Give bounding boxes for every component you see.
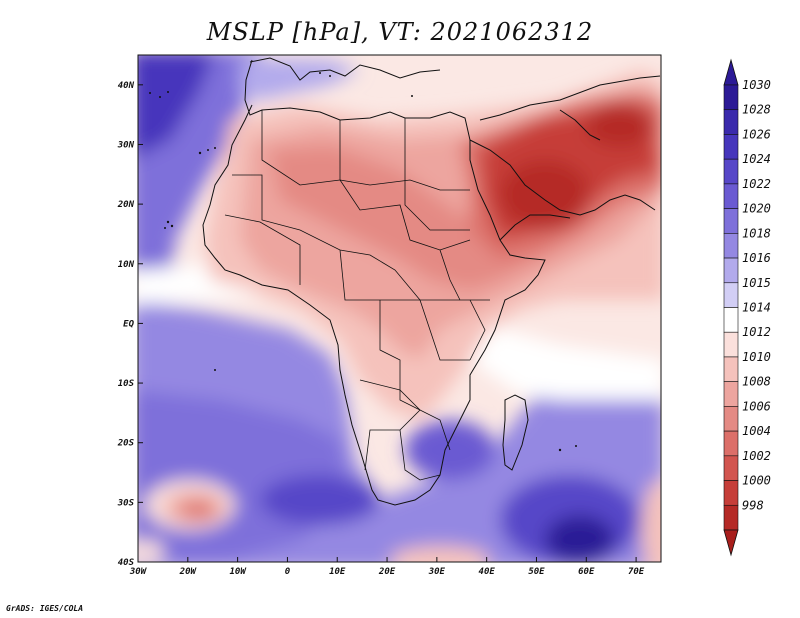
colorbar-swatch bbox=[723, 356, 739, 382]
y-tick-label: 10S bbox=[118, 379, 135, 389]
pressure-field bbox=[138, 55, 661, 562]
colorbar-label: 1002 bbox=[742, 449, 771, 463]
colorbar-swatch bbox=[723, 331, 739, 358]
x-tick-label: 60E bbox=[578, 567, 595, 577]
colorbar-swatch bbox=[723, 208, 739, 234]
colorbar-swatch bbox=[723, 480, 739, 506]
chart-title: MSLP [hPa], VT: 2021062312 bbox=[206, 18, 594, 46]
colorbar-label: 1026 bbox=[742, 127, 771, 141]
colorbar-label: 1008 bbox=[742, 375, 771, 389]
colorbar-label: 1028 bbox=[742, 103, 771, 117]
colorbar-label: 1006 bbox=[742, 399, 771, 413]
y-axis: 40N 30N 20N 10N EQ 10S 20S 30S 40S bbox=[117, 81, 143, 568]
islands bbox=[149, 72, 577, 452]
colorbar-bottom-arrow bbox=[723, 529, 739, 557]
x-tick-label: 10E bbox=[329, 567, 346, 577]
colorbar-top-arrow bbox=[723, 58, 739, 86]
x-tick-label: 30W bbox=[129, 567, 148, 577]
colorbar-label: 1030 bbox=[742, 78, 771, 92]
colorbar-label: 1016 bbox=[742, 251, 771, 265]
colorbar-swatch bbox=[723, 381, 739, 407]
coastline bbox=[202, 57, 661, 506]
colorbar-swatch bbox=[723, 307, 739, 333]
colorbar-swatch bbox=[723, 134, 739, 160]
y-tick-label: 40S bbox=[118, 558, 135, 568]
x-tick-label: 20E bbox=[378, 567, 396, 577]
colorbar-label: 1010 bbox=[742, 350, 771, 364]
y-tick-label: 30N bbox=[117, 140, 135, 150]
colorbar-swatch bbox=[723, 430, 739, 457]
y-tick-label: 20S bbox=[117, 439, 135, 449]
colorbar-label: 998 bbox=[742, 498, 764, 512]
colorbar-label: 1004 bbox=[742, 424, 771, 438]
colorbar-swatch bbox=[723, 282, 739, 308]
y-tick-label: 30S bbox=[117, 498, 135, 508]
x-tick-label: 20W bbox=[179, 567, 198, 577]
plot-frame bbox=[137, 54, 662, 563]
y-tick-label: 40N bbox=[118, 81, 135, 91]
colorbar-swatch bbox=[723, 504, 739, 531]
colorbar-swatch bbox=[723, 158, 739, 185]
country-borders bbox=[224, 110, 490, 481]
colorbar-label: 1024 bbox=[742, 152, 771, 166]
x-tick-label: 40E bbox=[479, 567, 496, 577]
x-tick-label: 0 bbox=[285, 567, 291, 577]
credit-text: GrADS: IGES/COLA bbox=[6, 604, 84, 613]
colorbar-label: 1000 bbox=[742, 474, 771, 488]
colorbar-swatch bbox=[723, 183, 739, 209]
colorbar-swatch bbox=[723, 109, 739, 135]
x-tick-label: 70E bbox=[628, 567, 645, 577]
x-tick-label: 10W bbox=[229, 567, 247, 577]
y-tick-label: 10N bbox=[118, 260, 135, 270]
y-tick-label: 20N bbox=[117, 200, 135, 210]
x-axis: 30W 20W 10W 0 10E 20E 30E 40E 50E 60E 70E bbox=[129, 557, 645, 577]
x-tick-label: 50E bbox=[528, 567, 545, 577]
colorbar-swatch bbox=[723, 257, 739, 284]
colorbar-swatch bbox=[723, 84, 739, 111]
colorbar: 1030 1028 1026 1024 1022 1020 1018 1016 1015 1014… bbox=[723, 58, 771, 557]
colorbar-swatch bbox=[723, 406, 739, 432]
colorbar-label: 1018 bbox=[742, 226, 771, 240]
colorbar-label: 1012 bbox=[742, 325, 771, 339]
colorbar-swatch bbox=[723, 455, 739, 481]
colorbar-label: 1014 bbox=[742, 301, 771, 315]
colorbar-swatch bbox=[723, 233, 739, 259]
x-tick-label: 30E bbox=[428, 567, 446, 577]
colorbar-label: 1015 bbox=[742, 276, 771, 290]
colorbar-label: 1022 bbox=[742, 177, 771, 191]
y-tick-label: EQ bbox=[123, 319, 134, 329]
colorbar-label: 1020 bbox=[742, 202, 771, 216]
